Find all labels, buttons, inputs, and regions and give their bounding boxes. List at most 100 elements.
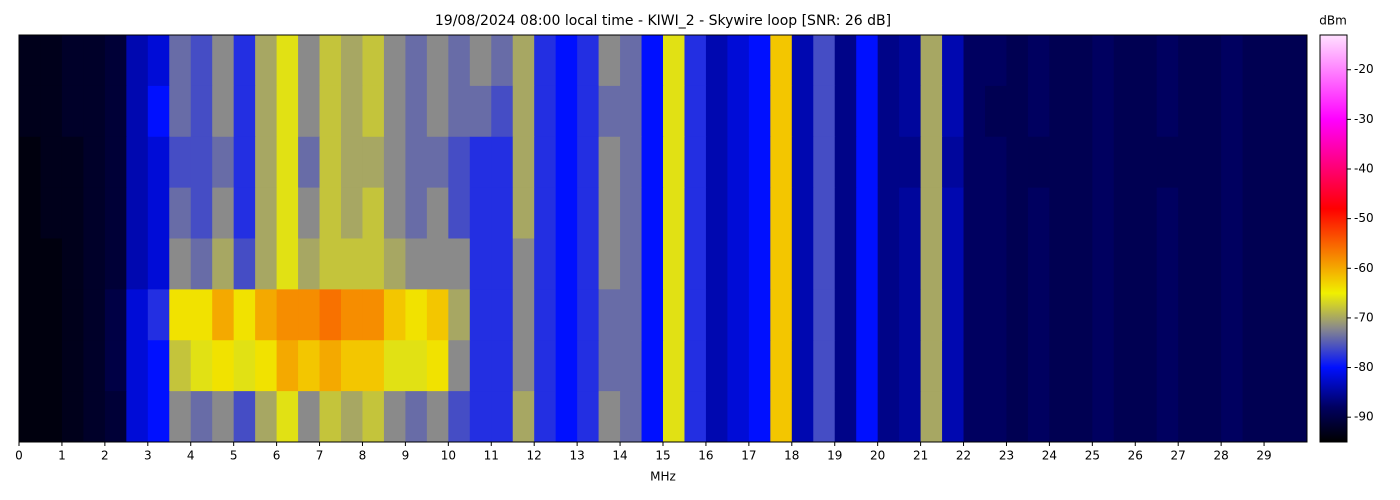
heatmap-cell bbox=[770, 340, 793, 392]
heatmap-cell bbox=[147, 340, 170, 392]
heatmap-cell bbox=[813, 85, 836, 138]
heatmap-cell bbox=[1006, 340, 1029, 392]
heatmap-cell bbox=[1113, 85, 1136, 138]
x-tick-label: 15 bbox=[655, 449, 670, 463]
heatmap-cell bbox=[1092, 187, 1115, 239]
heatmap-cell bbox=[705, 391, 728, 443]
heatmap-cell bbox=[426, 391, 449, 443]
heatmap-cell bbox=[899, 238, 922, 290]
heatmap-cell bbox=[598, 136, 621, 189]
heatmap-cell bbox=[899, 35, 922, 87]
heatmap-cell bbox=[1242, 289, 1265, 341]
heatmap-cell bbox=[1006, 35, 1029, 87]
heatmap-cell bbox=[61, 289, 84, 341]
heatmap-cell bbox=[985, 391, 1007, 443]
heatmap-cell bbox=[190, 391, 213, 443]
heatmap-cell bbox=[577, 35, 600, 87]
heatmap-cell bbox=[985, 340, 1007, 392]
heatmap-cell bbox=[1264, 187, 1287, 239]
heatmap-cell bbox=[1006, 391, 1029, 443]
heatmap-cell bbox=[276, 35, 299, 87]
x-tick-label: 10 bbox=[441, 449, 456, 463]
heatmap-cell bbox=[1242, 85, 1265, 138]
heatmap-cell bbox=[1221, 289, 1244, 341]
x-tick-label: 23 bbox=[999, 449, 1014, 463]
heatmap-cell bbox=[620, 136, 643, 189]
heatmap-cell bbox=[1049, 35, 1072, 87]
heatmap-cell bbox=[1135, 136, 1158, 189]
heatmap-cell bbox=[319, 289, 342, 341]
heatmap-cell bbox=[1027, 340, 1050, 392]
heatmap-cell bbox=[255, 136, 278, 189]
heatmap-cell bbox=[555, 187, 578, 239]
heatmap-cell bbox=[147, 187, 170, 239]
heatmap-cell bbox=[534, 136, 557, 189]
heatmap-cell bbox=[985, 187, 1007, 239]
colorbar-tick-label: -20 bbox=[1354, 62, 1374, 76]
heatmap-cell bbox=[19, 289, 41, 341]
heatmap-cell bbox=[319, 340, 342, 392]
heatmap-cell bbox=[1178, 238, 1201, 290]
heatmap-cell bbox=[684, 340, 707, 392]
heatmap-cell bbox=[190, 35, 213, 87]
heatmap-cell bbox=[405, 187, 428, 239]
heatmap-cell bbox=[1285, 391, 1308, 443]
heatmap-cell bbox=[1264, 238, 1287, 290]
x-tick-label: 11 bbox=[484, 449, 499, 463]
heatmap-cell bbox=[40, 85, 63, 138]
heatmap-cell bbox=[341, 289, 363, 341]
heatmap-cell bbox=[319, 35, 342, 87]
heatmap-cell bbox=[963, 35, 986, 87]
heatmap-cell bbox=[1221, 340, 1244, 392]
heatmap-cell bbox=[383, 187, 406, 239]
x-tick-label: 26 bbox=[1128, 449, 1143, 463]
heatmap-cell bbox=[512, 340, 535, 392]
heatmap-cell bbox=[920, 238, 943, 290]
heatmap-cell bbox=[555, 340, 578, 392]
colorbar-tick-label: -70 bbox=[1354, 310, 1374, 324]
heatmap-cell bbox=[426, 187, 449, 239]
heatmap-cell bbox=[491, 340, 514, 392]
x-tick-label: 9 bbox=[402, 449, 410, 463]
x-tick-label: 4 bbox=[187, 449, 195, 463]
heatmap-cell bbox=[1113, 187, 1136, 239]
heatmap-cell bbox=[190, 187, 213, 239]
heatmap-cell bbox=[620, 85, 643, 138]
heatmap-cell bbox=[383, 289, 406, 341]
heatmap-cell bbox=[1092, 289, 1115, 341]
heatmap-cell bbox=[1049, 391, 1072, 443]
heatmap-cell bbox=[40, 136, 63, 189]
heatmap-cell bbox=[126, 289, 149, 341]
heatmap-cell bbox=[770, 136, 793, 189]
heatmap-cell bbox=[1113, 340, 1136, 392]
heatmap-cell bbox=[899, 289, 922, 341]
heatmap-cell bbox=[577, 85, 600, 138]
heatmap-cell bbox=[1135, 35, 1158, 87]
heatmap-cell bbox=[856, 35, 879, 87]
heatmap-cell bbox=[727, 391, 750, 443]
heatmap-cell bbox=[877, 187, 900, 239]
x-tick-label: 7 bbox=[316, 449, 324, 463]
heatmap-cell bbox=[1135, 340, 1158, 392]
heatmap-cell bbox=[383, 391, 406, 443]
colorbar bbox=[1319, 34, 1348, 443]
heatmap-cell bbox=[985, 35, 1007, 87]
heatmap-cell bbox=[276, 340, 299, 392]
heatmap-cell bbox=[469, 289, 492, 341]
heatmap-cell bbox=[491, 391, 514, 443]
heatmap-cell bbox=[512, 85, 535, 138]
heatmap-cell bbox=[255, 85, 278, 138]
colorbar-tick-label: -90 bbox=[1354, 410, 1374, 424]
heatmap-cell bbox=[598, 391, 621, 443]
heatmap-cell bbox=[813, 35, 836, 87]
heatmap-cell bbox=[1092, 340, 1115, 392]
x-tick-label: 3 bbox=[144, 449, 152, 463]
heatmap-cell bbox=[684, 391, 707, 443]
heatmap-cell bbox=[1027, 85, 1050, 138]
heatmap-cell bbox=[813, 289, 836, 341]
heatmap-cell bbox=[147, 238, 170, 290]
x-tick-label: 19 bbox=[827, 449, 842, 463]
heatmap-cell bbox=[276, 238, 299, 290]
heatmap-cell bbox=[1285, 187, 1308, 239]
